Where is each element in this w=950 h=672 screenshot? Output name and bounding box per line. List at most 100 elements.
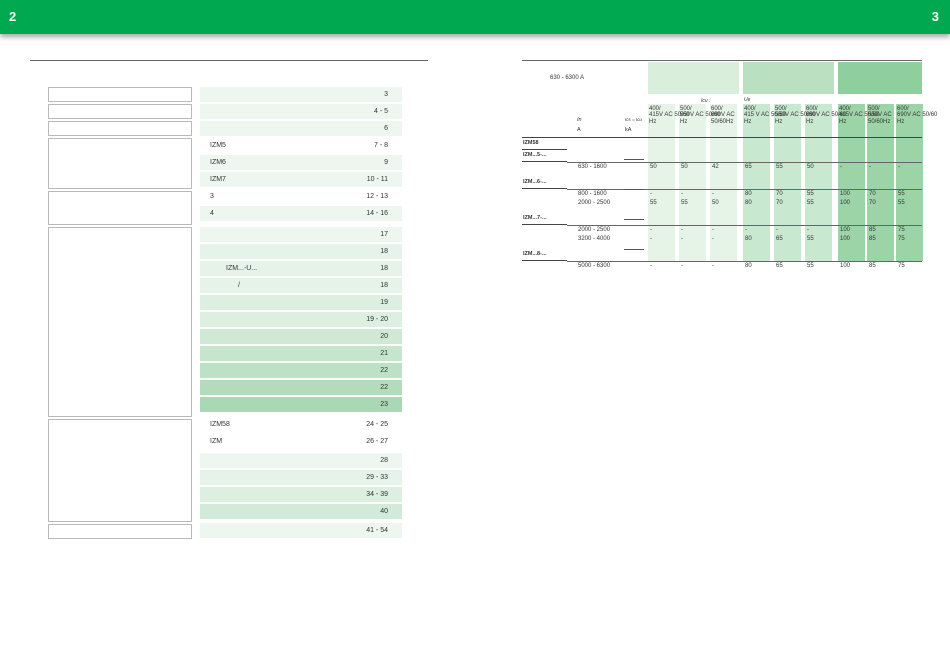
contents-row: 17 (200, 227, 402, 242)
contents-row-label: 4 (210, 210, 214, 217)
ics-label: Ics = Icu (625, 117, 642, 122)
ics-rule (624, 219, 644, 220)
ics-rule (624, 159, 644, 160)
contents-row-page: 7 - 8 (373, 142, 388, 149)
contents-row-page: 23 (380, 401, 388, 408)
group-name: IZM...6-... (523, 179, 547, 185)
header-bar: 2 3 (0, 0, 950, 34)
column-band (774, 104, 801, 261)
section-box-8 (48, 524, 192, 539)
column-band (710, 104, 737, 261)
contents-row-label: IZM7 (210, 176, 226, 183)
contents-row: 29 - 33 (200, 470, 402, 485)
contents-row: 23 (200, 397, 402, 412)
contents-row-page: 18 (380, 282, 388, 289)
breaking-capacity-value: 50 (712, 200, 719, 206)
contents-row-page: 34 - 39 (366, 491, 388, 498)
rated-current: 630 - 1600 (578, 164, 607, 170)
breaking-capacity-value: - (650, 227, 652, 233)
contents-row: 19 (200, 295, 402, 310)
contents-row: 4 14 - 16 (200, 206, 402, 221)
group-name: IZM58 (523, 140, 539, 146)
contents-row-label: IZM58 (210, 421, 230, 428)
contents-row-page: 22 (380, 367, 388, 374)
contents-row-page: 18 (380, 248, 388, 255)
breaking-capacity-value: 55 (807, 236, 814, 242)
contents-row-page: 4 - 5 (373, 108, 388, 115)
column-band (867, 104, 894, 261)
contents-row: 18 (200, 244, 402, 259)
contents-row: IZM...-U... 18 (200, 261, 402, 276)
breaking-capacity-value: - (898, 164, 900, 170)
breaking-capacity-value: 80 (745, 263, 752, 269)
breaking-capacity-value: 65 (776, 263, 783, 269)
breaking-capacity-value: 55 (807, 200, 814, 206)
ics-rule (624, 249, 644, 250)
table-top-rule (522, 60, 922, 61)
rated-current: 2000 - 2500 (578, 227, 611, 233)
breaking-capacity-value: 75 (898, 227, 905, 233)
group-rule (522, 149, 567, 150)
breaking-capacity-value: 70 (869, 191, 876, 197)
contents-row: 20 (200, 329, 402, 344)
breaking-capacity-value: 70 (776, 191, 783, 197)
breaking-capacity-value: 85 (869, 263, 876, 269)
contents-row: 28 (200, 453, 402, 468)
contents-row-label: IZM (210, 438, 223, 445)
group-name: IZM...8-... (523, 251, 547, 257)
breaking-capacity-value: - (712, 227, 714, 233)
breaking-capacity-value: - (681, 227, 683, 233)
contents-row: 6 (200, 121, 402, 136)
breaking-capacity-value: - (712, 263, 714, 269)
contents-row: IZM7 10 - 11 (200, 172, 402, 187)
contents-row-page: 19 - 20 (366, 316, 388, 323)
breaking-capacity-value: 80 (745, 200, 752, 206)
voltage-column-header: 400/ 415V AC 50/60 Hz (649, 106, 690, 125)
group-name: IZM...5-... (523, 152, 547, 158)
breaking-capacity-value: 70 (869, 200, 876, 206)
contents-row-page: 6 (384, 125, 388, 132)
breaking-capacity-value: 80 (745, 236, 752, 242)
voltage-column-header: 600/ 690V AC 50/60Hz (711, 106, 735, 125)
breaking-capacity-value: - (650, 191, 652, 197)
contents-row-label: / (238, 282, 240, 289)
contents-row-page: 20 (380, 333, 388, 340)
breaking-capacity-value: 75 (898, 263, 905, 269)
contents-row: 34 - 39 (200, 487, 402, 502)
contents-row: 22 (200, 363, 402, 378)
contents-row-page: 28 (380, 457, 388, 464)
voltage-column-header: 500/ 550V AC 50/60Hz (868, 106, 892, 125)
voltage-column-header: 500/ 550V AC 50/60 Hz (680, 106, 721, 125)
breaking-capacity-value: - (681, 263, 683, 269)
breaking-capacity-value: 65 (776, 236, 783, 242)
breaking-capacity-value: - (712, 236, 714, 242)
group-rule-long (567, 189, 922, 190)
page-number-left: 2 (9, 9, 17, 24)
group-rule (522, 161, 567, 162)
current-range: 630 - 6300 A (550, 75, 585, 81)
voltage-column-header: 500/ 550V AC 50/60 Hz (775, 106, 816, 125)
in-label: In (577, 117, 582, 123)
contents-row-label: IZM6 (210, 159, 226, 166)
breaking-capacity-value: 55 (681, 200, 688, 206)
group-rule (522, 224, 567, 225)
breaking-capacity-value: 42 (712, 164, 719, 170)
contents-row: 22 (200, 380, 402, 395)
ics-rule (624, 189, 644, 190)
contents-row-page: 3 (384, 91, 388, 98)
page-number-right: 3 (931, 9, 939, 24)
breaking-capacity-value: 80 (745, 191, 752, 197)
breaking-capacity-value: - (681, 236, 683, 242)
contents-row-page: 12 - 13 (366, 193, 388, 200)
breaking-capacity-value: 85 (869, 227, 876, 233)
column-band (743, 104, 770, 261)
contents-row: 3 12 - 13 (200, 189, 402, 204)
contents-row-page: 19 (380, 299, 388, 306)
contents-row-page: 26 - 27 (366, 438, 388, 445)
icu-label: Icu : (701, 98, 711, 104)
breaking-capacity-value: - (745, 227, 747, 233)
section-box-3 (48, 121, 192, 136)
breaking-capacity-value: 100 (840, 191, 851, 197)
breaking-capacity-value: 100 (840, 236, 851, 242)
breaking-capacity-value: 75 (898, 236, 905, 242)
